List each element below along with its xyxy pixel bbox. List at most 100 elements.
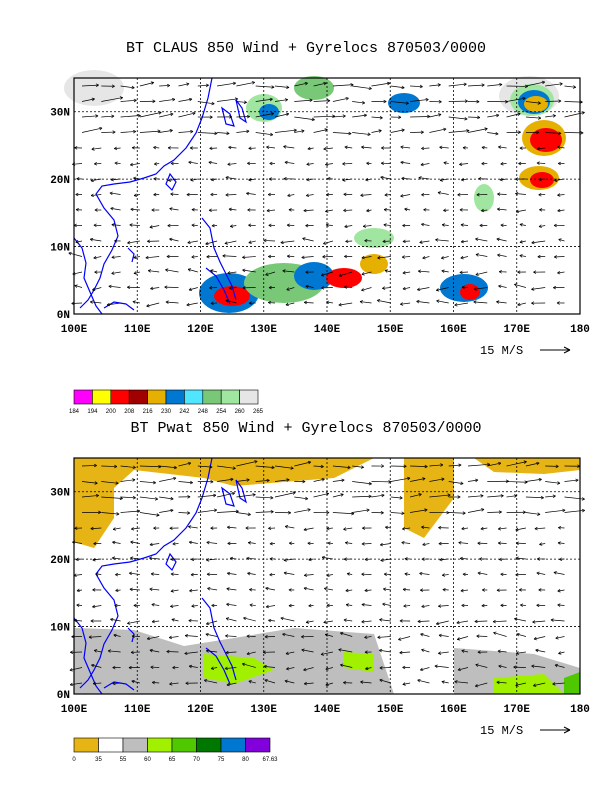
x-tick-label: 160E bbox=[440, 704, 467, 716]
wind-vector bbox=[226, 603, 237, 606]
wind-vector-head bbox=[420, 667, 424, 672]
wind-vector-head bbox=[191, 557, 195, 562]
wind-vector-head bbox=[114, 146, 118, 151]
wind-vector-head bbox=[364, 635, 368, 639]
wind-vector-head bbox=[191, 208, 195, 212]
colorbar-label: 0 bbox=[72, 757, 76, 763]
wind-vector-head bbox=[460, 588, 464, 593]
wind-vector-head bbox=[366, 208, 370, 213]
wind-vector-head bbox=[225, 299, 229, 303]
wind-vector-head bbox=[266, 145, 270, 149]
wind-vector-head bbox=[557, 208, 561, 213]
wind-vector-head bbox=[131, 679, 135, 684]
wind-vector-head bbox=[147, 239, 151, 244]
wind-vector-head bbox=[165, 300, 169, 304]
coastline bbox=[73, 237, 103, 315]
wind-vector-head bbox=[517, 270, 521, 274]
wind-vector-head bbox=[457, 495, 461, 499]
wind-vector bbox=[497, 650, 507, 653]
wind-vector-head bbox=[248, 680, 252, 684]
wind-vector bbox=[242, 256, 256, 258]
wind-vector-head bbox=[280, 616, 284, 621]
wind-vector-head bbox=[500, 162, 504, 166]
wind-vector bbox=[460, 256, 469, 259]
wind-vector-head bbox=[206, 254, 210, 259]
wind-vector-head bbox=[441, 223, 445, 227]
wind-vector-head bbox=[538, 192, 542, 197]
wind-vector-head bbox=[459, 162, 463, 166]
wind-vector bbox=[442, 574, 449, 576]
wind-vector-head bbox=[226, 682, 230, 687]
wind-vector bbox=[459, 163, 469, 165]
wind-vector bbox=[308, 558, 314, 561]
wind-vector-head bbox=[254, 460, 258, 464]
wind-vector bbox=[114, 147, 121, 149]
wind-vector bbox=[217, 478, 234, 482]
wind-vector-head bbox=[189, 588, 193, 593]
wind-vector bbox=[352, 132, 371, 135]
wind-vector bbox=[448, 464, 462, 467]
wind-vector bbox=[531, 287, 546, 290]
coastline bbox=[205, 647, 231, 685]
wind-vector bbox=[189, 665, 198, 668]
wind-vector-head bbox=[387, 81, 391, 86]
wind-vector bbox=[255, 511, 274, 513]
wind-vector bbox=[274, 479, 290, 482]
wind-vector-head bbox=[190, 178, 194, 182]
wind-vector bbox=[487, 511, 502, 513]
wind-vector-head bbox=[497, 192, 501, 196]
wind-vector bbox=[343, 527, 353, 530]
wind-vector-head bbox=[210, 479, 214, 484]
wind-vector-head bbox=[515, 683, 519, 687]
wind-vector bbox=[108, 285, 121, 288]
wind-vector bbox=[398, 636, 411, 641]
wind-vector bbox=[313, 100, 330, 102]
wind-vector-head bbox=[114, 464, 118, 469]
wind-vector-head bbox=[327, 176, 331, 181]
wind-vector-head bbox=[210, 526, 214, 530]
wind-vector-head bbox=[376, 299, 381, 303]
wind-vector-head bbox=[95, 83, 99, 87]
wind-vector bbox=[458, 542, 469, 544]
wind-vector bbox=[420, 163, 430, 166]
wind-vector-head bbox=[384, 269, 389, 273]
wind-vector-head bbox=[92, 588, 96, 592]
wind-vector-head bbox=[226, 131, 230, 136]
wind-vector-head bbox=[421, 525, 425, 529]
wind-vector-head bbox=[227, 541, 231, 546]
wind-vector-head bbox=[247, 208, 251, 212]
wind-vector-head bbox=[474, 619, 478, 624]
wind-vector-head bbox=[377, 255, 381, 260]
wind-vector-head bbox=[522, 510, 526, 514]
wind-vector bbox=[361, 604, 372, 606]
x-tick-label: 180 bbox=[570, 324, 590, 336]
wind-vector-head bbox=[170, 112, 174, 117]
wind-vector-head bbox=[497, 461, 502, 466]
colorbar-swatch bbox=[220, 389, 240, 405]
wind-vector-head bbox=[246, 114, 250, 119]
wind-vector-head bbox=[112, 665, 116, 670]
wind-vector-head bbox=[108, 284, 112, 289]
wind-vector-head bbox=[474, 683, 479, 688]
wind-vector-head bbox=[326, 573, 330, 577]
colorbar-swatch bbox=[245, 737, 271, 753]
wind-vector bbox=[402, 287, 411, 290]
wind-vector-head bbox=[360, 193, 364, 197]
wind-vector bbox=[434, 665, 449, 668]
wind-vector-head bbox=[462, 146, 466, 150]
wind-vector bbox=[90, 238, 102, 242]
wind-vector-head bbox=[249, 603, 253, 607]
wind-vector-head bbox=[340, 631, 344, 636]
wind-vector bbox=[90, 301, 102, 304]
wind-vector-head bbox=[404, 557, 408, 561]
wind-vector bbox=[146, 302, 160, 307]
wind-vector bbox=[429, 128, 447, 133]
wind-vector bbox=[550, 619, 565, 622]
colorbar-label: 67.63 bbox=[262, 757, 278, 763]
wind-vector-head bbox=[171, 97, 176, 102]
wind-vector bbox=[120, 85, 135, 89]
wind-vector-head bbox=[210, 192, 214, 197]
wind-vector-head bbox=[475, 478, 479, 483]
wind-vector bbox=[197, 494, 216, 498]
wind-vector bbox=[557, 542, 565, 544]
